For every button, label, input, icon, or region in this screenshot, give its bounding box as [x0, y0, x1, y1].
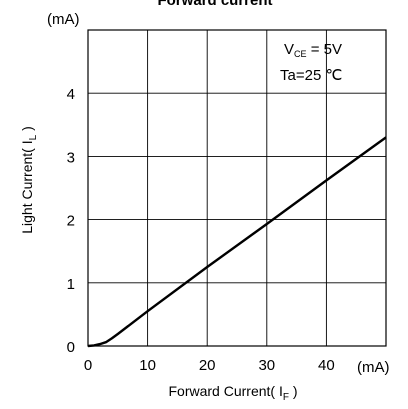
x-tick-label: 20: [199, 357, 216, 374]
vce-value: = 5V: [307, 41, 342, 58]
x-axis-label-end: ): [289, 383, 298, 399]
x-tick-label: 0: [84, 357, 92, 374]
y-tick-label: 1: [67, 276, 75, 293]
y-axis-label-end: ): [19, 126, 35, 135]
grid: [88, 30, 386, 346]
y-axis-label-sub: L: [28, 134, 39, 140]
ta-label: Ta=25 ℃: [280, 67, 342, 84]
y-axis-label-main: Light Current( I: [19, 140, 35, 233]
x-tick-label: 10: [139, 357, 156, 374]
vce-main: V: [284, 41, 294, 58]
series-line: [87, 136, 387, 348]
chart-title: Forward current: [157, 0, 272, 9]
x-tick-label: 30: [258, 357, 275, 374]
y-tick-label: 4: [67, 86, 75, 103]
y-tick-label: 2: [67, 213, 75, 230]
x-tick-label: 40: [318, 357, 335, 374]
x-axis-label-sub: F: [283, 392, 289, 403]
y-axis-label: Light Current( IL ): [19, 126, 39, 234]
y-axis-unit: (mA): [47, 11, 80, 28]
y-tick-label: 0: [67, 339, 75, 356]
x-axis-label-main: Forward Current( I: [168, 383, 282, 399]
conditions-annotation: VCE = 5V Ta=25 ℃: [280, 41, 342, 84]
y-tick-label: 3: [67, 149, 75, 166]
vce-label: VCE = 5V: [284, 41, 342, 59]
x-axis-label: Forward Current( IF ): [168, 383, 297, 403]
vce-sub: CE: [294, 49, 307, 59]
y-tick-labels: 0 1 2 3 4: [67, 86, 75, 356]
x-tick-labels: 0 10 20 30 40: [84, 357, 335, 374]
plot-frame: [87, 29, 387, 347]
x-axis-unit: (mA): [357, 359, 390, 376]
